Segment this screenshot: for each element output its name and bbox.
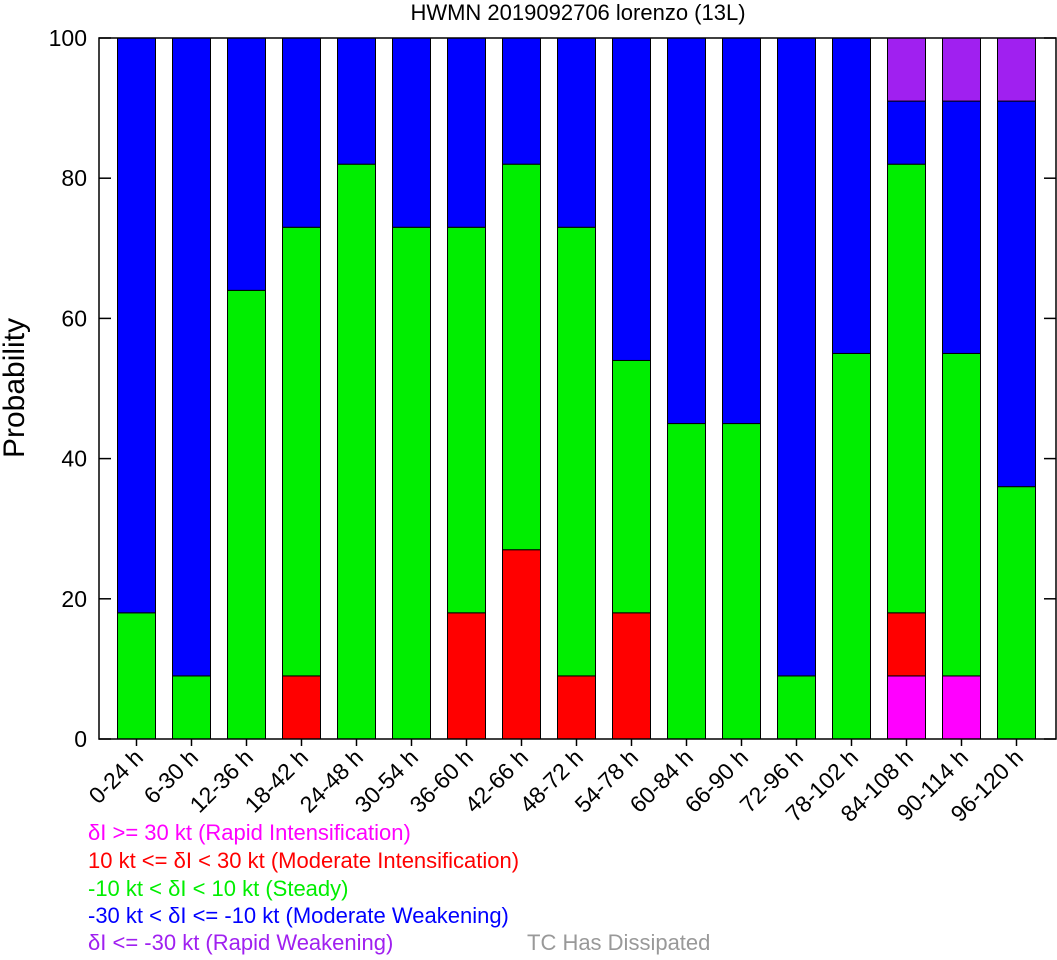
bars-layer — [117, 37, 1036, 740]
bar-segment-18-42h-series-1 — [282, 675, 321, 740]
y-tick-label: 60 — [61, 305, 87, 331]
bar-segment-90-114h-series-3 — [942, 100, 981, 354]
bar-segment-54-78h-series-3 — [612, 37, 651, 361]
bar-segment-6-30h-series-3 — [172, 37, 211, 677]
legend-entry-moderate-intensification: 10 kt <= δI < 30 kt (Moderate Intensific… — [88, 848, 520, 873]
bar-segment-78-102h-series-2 — [832, 352, 871, 740]
bar-segment-54-78h-series-1 — [612, 612, 651, 740]
bar-segment-42-66h-series-3 — [502, 37, 541, 165]
bar-segment-48-72h-series-2 — [557, 226, 596, 677]
y-axis: 0 20 40 60 80 100 — [49, 25, 1056, 752]
bar-segment-60-84h-series-3 — [667, 37, 706, 425]
y-tick-label: 100 — [49, 25, 87, 51]
bar-segment-90-114h-series-2 — [942, 352, 981, 677]
bar-segment-12-36h-series-3 — [227, 37, 266, 291]
legend-entry-rapid-weakening: δI <= -30 kt (Rapid Weakening) — [88, 930, 394, 955]
bar-segment-48-72h-series-1 — [557, 675, 596, 740]
y-tick-label: 80 — [61, 165, 87, 191]
chart-title: HWMN 2019092706 lorenzo (13L) — [410, 0, 745, 25]
legend-entry-steady: -10 kt < δI < 10 kt (Steady) — [88, 876, 349, 901]
y-axis-label: Probability — [0, 318, 31, 458]
bar-segment-24-48h-series-2 — [337, 163, 376, 740]
bar-segment-42-66h-series-1 — [502, 549, 541, 740]
bar-segment-30-54h-series-2 — [392, 226, 431, 740]
bar-segment-96-120h-series-3 — [997, 100, 1036, 488]
bar-segment-18-42h-series-3 — [282, 37, 321, 228]
bar-segment-78-102h-series-3 — [832, 37, 871, 354]
bar-segment-90-114h-series-4 — [942, 37, 981, 102]
bar-segment-96-120h-series-2 — [997, 486, 1036, 740]
y-tick-label: 20 — [61, 586, 87, 612]
bar-segment-60-84h-series-2 — [667, 423, 706, 740]
bar-segment-54-78h-series-2 — [612, 359, 651, 614]
bar-segment-24-48h-series-3 — [337, 37, 376, 165]
bar-segment-84-108h-series-2 — [887, 163, 926, 614]
plot-frame — [98, 37, 1057, 740]
bar-segment-36-60h-series-3 — [447, 37, 486, 228]
legend-entry-rapid-intensification: δI >= 30 kt (Rapid Intensification) — [88, 820, 411, 845]
legend-entry-moderate-weakening: -30 kt < δI <= -10 kt (Moderate Weakenin… — [88, 903, 509, 928]
y-tick-label: 0 — [74, 726, 87, 752]
bar-segment-84-108h-series-1 — [887, 612, 926, 677]
bar-segment-42-66h-series-2 — [502, 163, 541, 551]
bar-segment-66-90h-series-3 — [722, 37, 761, 425]
bar-segment-36-60h-series-2 — [447, 226, 486, 614]
bar-segment-84-108h-series-0 — [887, 675, 926, 740]
legend-entry-dissipated: TC Has Dissipated — [527, 930, 711, 955]
bar-segment-90-114h-series-0 — [942, 675, 981, 740]
y-tick-label: 40 — [61, 446, 87, 472]
bar-segment-36-60h-series-1 — [447, 612, 486, 740]
x-tick-label: 0-24 h — [84, 744, 149, 809]
bar-segment-30-54h-series-3 — [392, 37, 431, 228]
bar-segment-66-90h-series-2 — [722, 423, 761, 740]
bar-segment-18-42h-series-2 — [282, 226, 321, 677]
bar-segment-0-24h-series-2 — [117, 612, 156, 740]
bar-segment-0-24h-series-3 — [117, 37, 156, 614]
bar-segment-72-96h-series-3 — [777, 37, 816, 677]
bar-segment-72-96h-series-2 — [777, 675, 816, 740]
bar-segment-6-30h-series-2 — [172, 675, 211, 740]
bar-segment-96-120h-series-4 — [997, 37, 1036, 102]
x-axis: 0-24 h6-30 h12-36 h18-42 h24-48 h30-54 h… — [84, 739, 1028, 827]
bar-segment-12-36h-series-2 — [227, 289, 266, 740]
bar-segment-84-108h-series-3 — [887, 100, 926, 165]
bar-segment-84-108h-series-4 — [887, 37, 926, 102]
bar-segment-48-72h-series-3 — [557, 37, 596, 228]
